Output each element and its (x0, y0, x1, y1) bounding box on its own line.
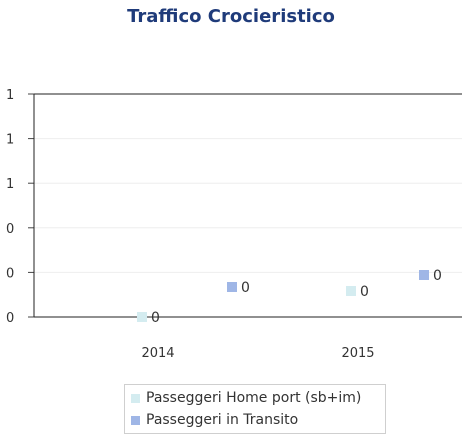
legend-swatch-home-port (131, 393, 140, 403)
y-tick-label: 0 (6, 266, 14, 281)
legend-swatch-transito (131, 415, 140, 425)
y-tick-label: 1 (6, 177, 14, 192)
legend-label-transito: Passeggeri in Transito (146, 412, 299, 428)
legend-label-home-port: Passeggeri Home port (sb+im) (146, 390, 362, 406)
y-tick-label: 1 (6, 88, 14, 103)
y-tick-label: 0 (6, 222, 14, 237)
chart-plot: 0 0 0 1 1 1 2014 2015 0 0 0 0 (6, 88, 462, 361)
chart-title: Traffico Crocieristico (127, 6, 335, 27)
data-label: 0 (360, 284, 369, 300)
legend-item-home-port: Passeggeri Home port (sb+im) (131, 387, 361, 409)
data-marker (227, 282, 237, 292)
data-marker (419, 270, 429, 280)
x-tick-label: 2014 (141, 346, 174, 361)
y-tick-label: 1 (6, 133, 14, 148)
data-label: 0 (241, 280, 250, 296)
x-tick-label: 2015 (341, 346, 374, 361)
data-label: 0 (151, 310, 160, 326)
chart-legend: Passeggeri Home port (sb+im) Passeggeri … (124, 384, 386, 434)
legend-item-transito: Passeggeri in Transito (131, 409, 298, 431)
data-label: 0 (433, 268, 442, 284)
data-marker (346, 286, 356, 296)
data-marker (137, 312, 147, 322)
y-tick-label: 0 (6, 311, 14, 326)
